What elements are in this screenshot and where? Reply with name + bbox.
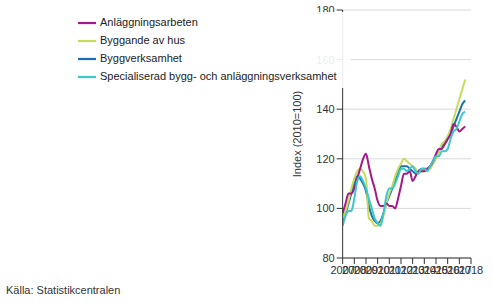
svg-text:160: 160 (316, 54, 334, 66)
svg-text:80: 80 (322, 252, 334, 264)
svg-text:120: 120 (316, 153, 334, 165)
svg-text:Index (2010=100): Index (2010=100) (291, 91, 303, 178)
html-text:Byggande av hus: Byggande av hus (100, 33, 185, 46)
html-text:Källa: Statistikcentralen: Källa: Statistikcentralen (6, 284, 121, 296)
html-text:Byggverksamhet: Byggverksamhet (100, 51, 182, 64)
svg-text:180: 180 (316, 4, 334, 16)
svg-text:140: 140 (316, 103, 334, 115)
html-text:Specialiserad bygg- och anlägg: Specialiserad bygg- och anläggningsverks… (100, 69, 337, 82)
svg-text:2018: 2018 (459, 264, 483, 276)
html-text:Anläggningsarbeten: Anläggningsarbeten (100, 15, 198, 28)
svg-text:100: 100 (316, 202, 334, 214)
